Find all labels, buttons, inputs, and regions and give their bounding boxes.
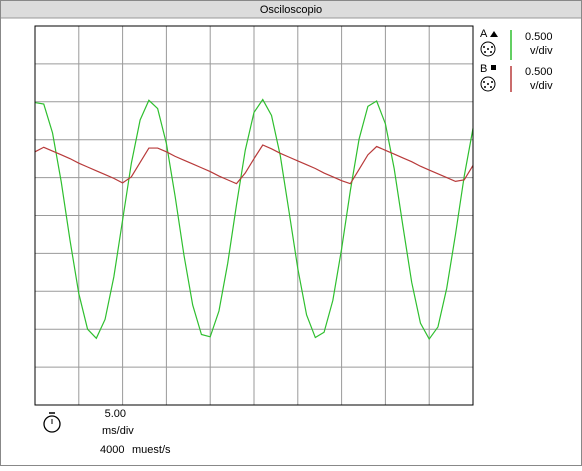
sample-rate-unit: muest/s xyxy=(132,444,171,456)
trigger-icon xyxy=(490,31,498,37)
channel-scale: 0.500 xyxy=(525,31,553,43)
connector-pin xyxy=(491,46,493,48)
connector-icon xyxy=(480,76,496,92)
trace xyxy=(34,144,474,185)
channel-unit: v/div xyxy=(530,80,553,92)
connector-pin xyxy=(490,86,492,88)
channel-b[interactable]: B 0.500 v/div xyxy=(480,63,553,92)
channel-scale: 0.500 xyxy=(525,66,553,78)
connector-pin xyxy=(483,81,485,83)
connector-pin xyxy=(484,86,486,88)
sample-rate: 4000 xyxy=(100,444,124,456)
connector-pin xyxy=(487,83,489,85)
connector-pin xyxy=(491,81,493,83)
connector-pin xyxy=(490,51,492,53)
connector-pin xyxy=(487,48,489,50)
title-bar xyxy=(1,1,581,18)
connector-pin xyxy=(483,46,485,48)
channel-label: B xyxy=(480,63,487,75)
channel-unit: v/div xyxy=(530,45,553,57)
trace xyxy=(34,98,474,341)
window-title: Osciloscopio xyxy=(260,4,322,16)
plot-border xyxy=(34,25,474,406)
connector-icon xyxy=(480,41,496,57)
channel-label: A xyxy=(480,28,488,40)
connector-pin xyxy=(484,51,486,53)
time-unit: ms/div xyxy=(102,425,134,437)
channel-a[interactable]: A 0.500 v/div xyxy=(480,28,553,60)
time-scale: 5.00 xyxy=(105,408,126,420)
stopwatch-icon xyxy=(43,415,61,433)
plot-area xyxy=(34,25,474,406)
timebase[interactable]: 5.00 ms/div 4000 muest/s xyxy=(43,408,171,456)
trigger-icon xyxy=(491,65,496,70)
